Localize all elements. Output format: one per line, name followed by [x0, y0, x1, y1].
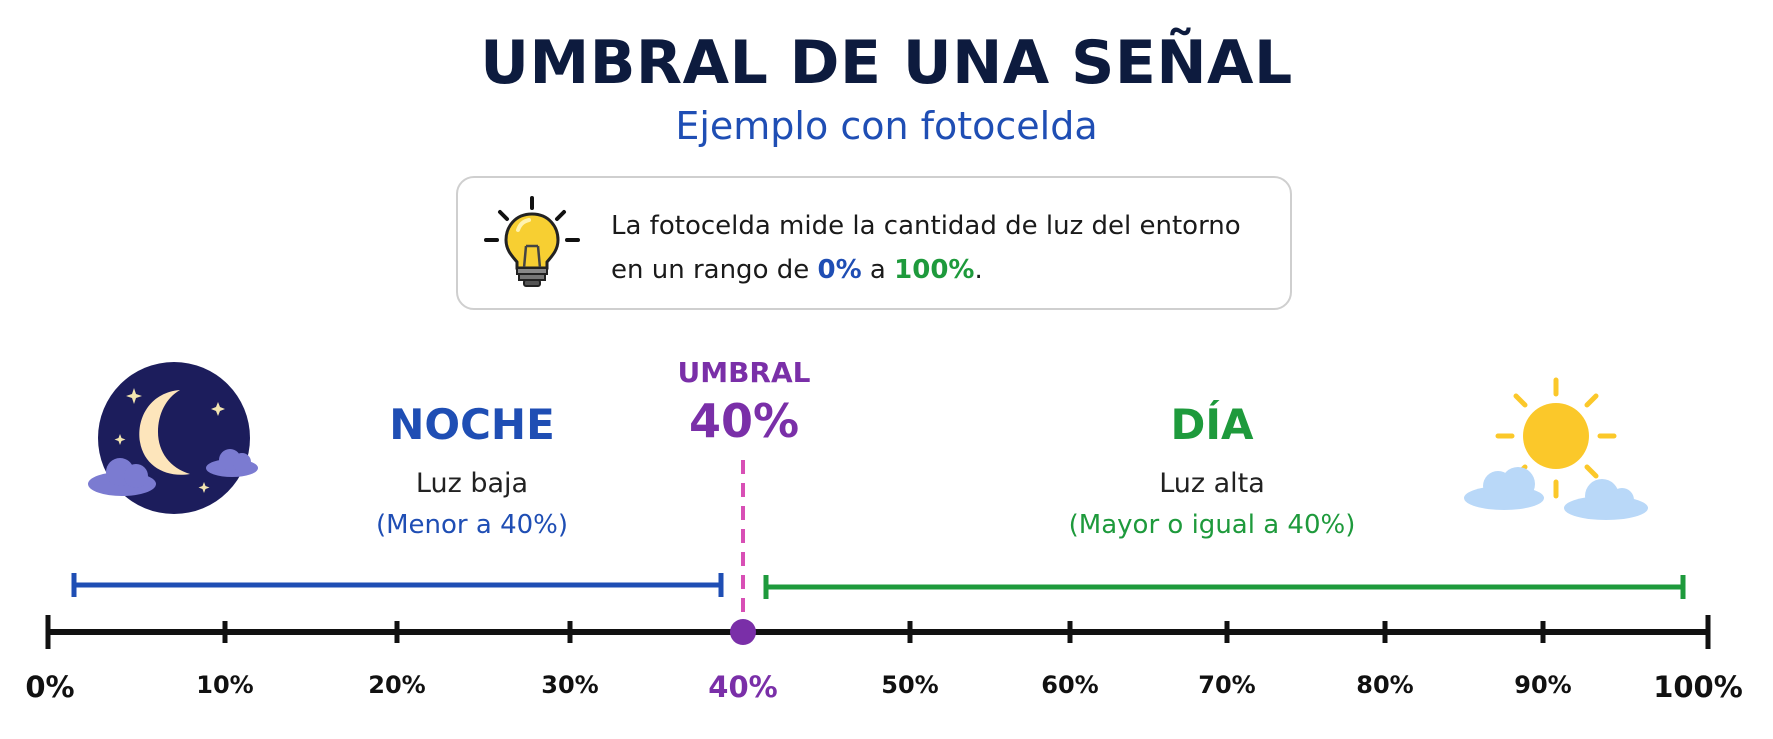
night-subtitle: Luz baja: [415, 468, 529, 499]
info-text: La fotocelda mide la cantidad de luz del…: [611, 204, 1271, 292]
threshold-label: UMBRAL: [677, 356, 811, 389]
axis-tick-label: 60%: [1041, 671, 1099, 699]
axis-tick-label: 50%: [881, 671, 939, 699]
page-title: UMBRAL DE UNA SEÑAL: [480, 28, 1293, 98]
axis-tick-label: 0%: [25, 670, 75, 704]
threshold-value: 40%: [688, 394, 800, 448]
info-text-body: La fotocelda mide la cantidad de luz del…: [611, 211, 1241, 285]
page-subtitle: Ejemplo con fotocelda: [675, 104, 1098, 148]
axis-tick-label: 100%: [1653, 670, 1743, 704]
axis-tick-label: 10%: [196, 671, 254, 699]
range-max: 100%: [894, 255, 975, 285]
axis-tick-label: 30%: [541, 671, 599, 699]
day-condition: (Mayor o igual a 40%): [1068, 510, 1356, 540]
day-subtitle: Luz alta: [1159, 468, 1265, 499]
axis-tick-label: 40%: [708, 670, 778, 704]
sun-icon: [1464, 377, 1648, 520]
axis-tick-label: 90%: [1514, 671, 1572, 699]
night-condition: (Menor a 40%): [375, 510, 569, 540]
threshold-marker: [730, 619, 756, 645]
info-box: La fotocelda mide la cantidad de luz del…: [456, 176, 1292, 310]
info-period: .: [974, 255, 983, 285]
range-min: 0%: [817, 255, 862, 285]
lightbulb-icon: [484, 196, 580, 287]
day-title: DÍA: [1170, 400, 1254, 449]
range-connector: a: [861, 255, 895, 285]
axis-tick-label: 80%: [1356, 671, 1414, 699]
moon-icon: [88, 362, 258, 514]
axis-tick-label: 70%: [1198, 671, 1256, 699]
axis-tick-label: 20%: [368, 671, 426, 699]
night-title: NOCHE: [389, 400, 555, 449]
